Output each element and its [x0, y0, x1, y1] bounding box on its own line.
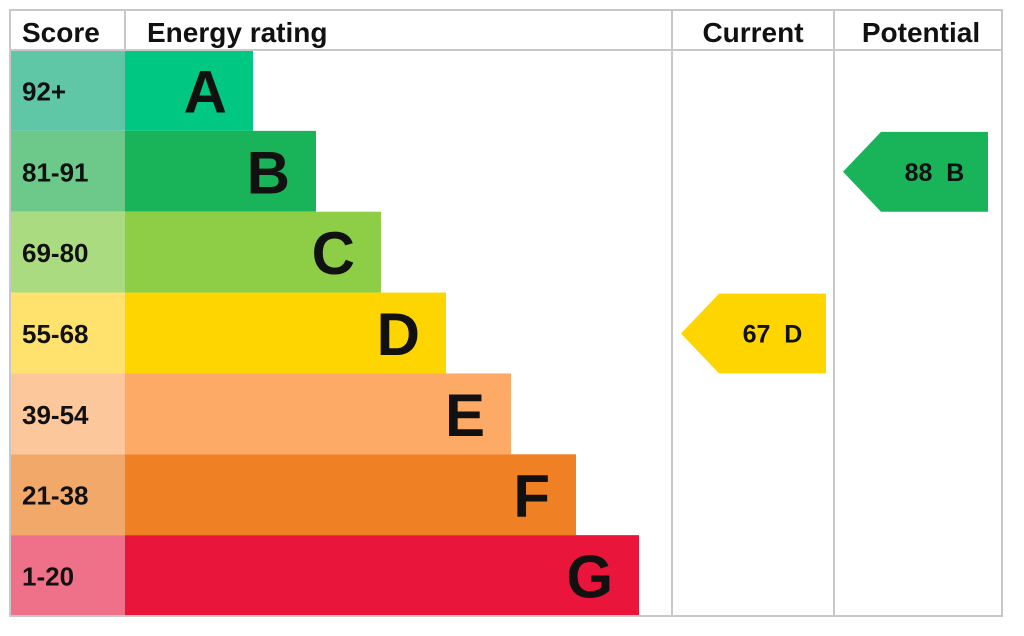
score-range-d: 55-68 — [22, 319, 89, 349]
current-rating-label: 67 D — [743, 321, 803, 349]
header-current: Current — [702, 17, 803, 48]
rating-letter-b: B — [247, 139, 290, 206]
score-range-e: 39-54 — [22, 400, 89, 430]
score-range-g: 1-20 — [22, 562, 74, 592]
rating-letter-g: G — [566, 544, 613, 611]
rating-bar-b — [125, 130, 316, 212]
rating-bar-a — [125, 50, 253, 131]
rating-bar-g — [125, 535, 639, 616]
score-cell-f — [10, 454, 125, 536]
potential-rating-arrow — [843, 131, 988, 212]
potential-rating-label: 88 B — [905, 159, 965, 187]
score-range-f: 21-38 — [22, 481, 89, 511]
score-cell-c — [10, 211, 125, 293]
score-cell-a — [10, 50, 125, 131]
rating-letter-c: C — [312, 220, 355, 287]
rating-letter-d: D — [377, 301, 420, 368]
score-range-a: 92+ — [22, 76, 66, 106]
header-score: Score — [22, 17, 100, 48]
score-range-b: 81-91 — [22, 157, 89, 187]
current-rating-arrow — [681, 293, 826, 374]
score-cell-e — [10, 373, 125, 455]
rating-bar-f — [125, 454, 576, 536]
score-cell-b — [10, 130, 125, 212]
rating-letter-e: E — [445, 382, 485, 449]
rating-letter-f: F — [513, 463, 550, 530]
header-energy-rating: Energy rating — [147, 17, 327, 48]
score-cell-g — [10, 535, 125, 616]
score-range-c: 69-80 — [22, 238, 89, 268]
rating-letter-a: A — [184, 58, 227, 125]
header-potential: Potential — [862, 17, 980, 48]
chart-border — [9, 9, 1003, 617]
rating-bar-c — [125, 211, 381, 293]
rating-bar-e — [125, 373, 511, 455]
score-cell-d — [10, 292, 125, 374]
rating-bar-d — [125, 292, 446, 374]
